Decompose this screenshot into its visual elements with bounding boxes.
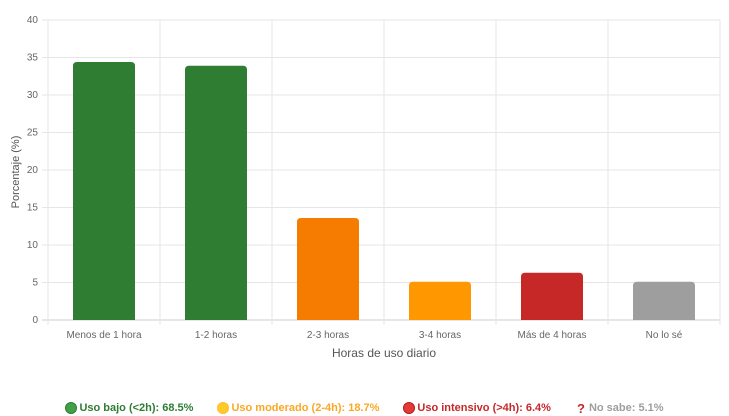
y-tick-label: 20 xyxy=(27,165,39,176)
bar xyxy=(73,62,135,320)
green-circle-icon xyxy=(65,402,78,414)
bar xyxy=(633,281,695,320)
legend-label-intensive-use: Uso intensivo (>4h): 6.4% xyxy=(417,402,551,414)
legend-item-low-use: Uso bajo (<2h): 68.5% xyxy=(65,402,193,414)
y-tick-label: 5 xyxy=(32,278,38,289)
x-tick-label: Menos de 1 hora xyxy=(66,330,141,341)
x-tick-label: No lo sé xyxy=(646,330,683,341)
red-circle-icon xyxy=(403,402,416,414)
question-mark-icon: ? xyxy=(576,400,585,416)
bar-layer xyxy=(73,62,695,320)
legend-label-low-use: Uso bajo (<2h): 68.5% xyxy=(79,402,194,414)
bar-chart: 0 5 10 15 20 25 30 35 40 Menos de 1 hora 1-2 horas… xyxy=(10,15,721,360)
bar xyxy=(521,272,583,320)
legend-label-moderate-use: Uso moderado (2-4h): 18.7% xyxy=(231,402,380,414)
grid-layer xyxy=(42,19,721,325)
bar xyxy=(409,281,471,320)
legend-item-unknown: ? No sabe: 5.1% xyxy=(575,401,664,416)
axis-layer: 0 5 10 15 20 25 30 35 40 Menos de 1 hora 1-2 horas… xyxy=(27,15,683,341)
x-axis-title: Horas de uso diario xyxy=(332,346,436,360)
x-tick-label: 1-2 horas xyxy=(195,330,237,341)
legend-item-moderate-use: Uso moderado (2-4h): 18.7% xyxy=(217,402,379,414)
chart-svg: 0 5 10 15 20 25 30 35 40 Menos de 1 hora 1-2 horas… xyxy=(10,15,721,360)
x-tick-label: 3-4 horas xyxy=(419,330,461,341)
y-tick-label: 25 xyxy=(27,128,39,139)
x-tick-label: Más de 4 horas xyxy=(518,330,587,341)
bar xyxy=(185,65,247,320)
yellow-circle-icon xyxy=(217,402,230,414)
legend: Uso bajo (<2h): 68.5% Uso moderado (2-4h… xyxy=(0,400,729,416)
y-tick-label: 30 xyxy=(27,90,39,101)
y-tick-label: 40 xyxy=(27,15,39,26)
bar xyxy=(297,218,359,320)
y-tick-label: 15 xyxy=(27,203,39,214)
legend-item-intensive-use: Uso intensivo (>4h): 6.4% xyxy=(403,402,551,414)
y-tick-label: 35 xyxy=(27,53,39,64)
y-tick-label: 10 xyxy=(27,240,39,251)
y-tick-label: 0 xyxy=(32,315,38,326)
x-tick-label: 2-3 horas xyxy=(307,330,349,341)
legend-label-unknown: No sabe: 5.1% xyxy=(588,402,664,414)
y-axis-title: Porcentaje (%) xyxy=(10,136,22,209)
